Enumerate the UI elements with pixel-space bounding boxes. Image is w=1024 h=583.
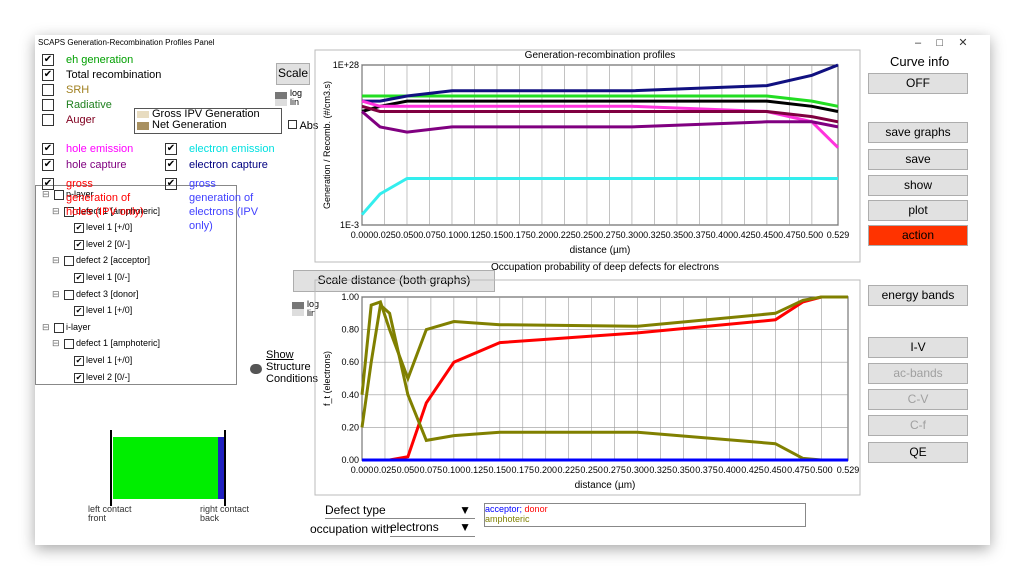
tree-label: level 1 [+/0] xyxy=(86,222,133,233)
expander[interactable]: ⊟ xyxy=(52,255,60,266)
left-contact-label: left contact front xyxy=(88,504,132,523)
defect-type-dropdown[interactable]: Defect type ▼ xyxy=(325,503,475,519)
button[interactable]: save graphs xyxy=(868,122,968,143)
checkbox[interactable]: ✔ xyxy=(165,178,177,190)
tree-label: level 1 [+/0] xyxy=(86,355,133,365)
button[interactable]: I-V xyxy=(868,337,968,358)
text: Structure xyxy=(266,361,311,373)
button[interactable]: save xyxy=(868,149,968,170)
button: C-f xyxy=(868,415,968,436)
tree-label: level 2 [0/-] xyxy=(86,238,131,249)
checkbox[interactable] xyxy=(42,84,54,96)
right-contact-label: right contact back xyxy=(200,504,250,523)
expander[interactable]: ⊟ xyxy=(42,189,50,199)
tree-checkbox[interactable] xyxy=(64,339,74,350)
tree-checkbox[interactable] xyxy=(54,322,64,333)
window-title: SCAPS Generation-Recombination Profiles … xyxy=(38,38,215,47)
abs-checkbox[interactable]: Abs xyxy=(288,120,318,132)
tree-checkbox[interactable]: ✔ xyxy=(74,356,84,366)
tree-label: defect 1 [amphoteric] xyxy=(76,338,161,349)
tree-label: p-layer xyxy=(66,189,94,199)
checkbox[interactable]: ✔ xyxy=(165,143,177,155)
legend-text: Gross IPV Generation xyxy=(152,108,260,120)
checkbox[interactable]: ✔ xyxy=(42,178,54,190)
checkbox[interactable] xyxy=(42,99,54,111)
lin-label: lin xyxy=(307,308,317,318)
checkbox[interactable]: ✔ xyxy=(42,159,54,171)
tree-checkbox[interactable]: ✔ xyxy=(74,306,84,317)
tree-checkbox[interactable]: ✔ xyxy=(74,372,84,383)
expander[interactable]: ⊟ xyxy=(52,205,60,216)
tree-label: defect 2 [acceptor] xyxy=(76,255,151,266)
checkbox[interactable]: ✔ xyxy=(165,159,177,171)
ipv-legend: Gross IPV Generation Net Generation xyxy=(134,108,282,134)
checkbox-label: gross generation of holes (IPV only) xyxy=(66,178,144,218)
tree-label: i-layer xyxy=(66,321,91,332)
log-lin-toggle[interactable] xyxy=(292,302,304,316)
checkbox-label: SRH xyxy=(66,84,90,96)
defect-tree[interactable]: ⊟ p-layer ⊟ defect 1 [amphoteric] ✔ level 1 [… xyxy=(35,185,237,385)
checkbox-label: Auger xyxy=(66,114,96,126)
tree-checkbox[interactable] xyxy=(64,256,74,267)
tree-label: level 1 [+/0] xyxy=(86,305,133,316)
checkbox-label: gross generation of electrons (IPV only) xyxy=(189,178,259,232)
checkbox-label: hole emission xyxy=(66,143,134,155)
button[interactable]: energy bands xyxy=(868,285,968,306)
log-label: log xyxy=(307,299,320,309)
button[interactable]: OFF xyxy=(868,73,968,94)
log-label: log xyxy=(290,88,303,98)
defect-legend: acceptor; donor amphoteric xyxy=(484,503,806,527)
button[interactable]: plot xyxy=(868,200,968,221)
checkbox-label: Total recombination xyxy=(66,69,162,81)
scale-distance-button[interactable]: Scale distance (both graphs) xyxy=(293,270,495,292)
tree-checkbox[interactable] xyxy=(54,190,64,200)
tree-checkbox[interactable]: ✔ xyxy=(74,223,84,234)
checkbox[interactable] xyxy=(42,114,54,126)
structure-toggle[interactable] xyxy=(250,364,262,374)
tree-checkbox[interactable]: ✔ xyxy=(74,239,84,250)
expander[interactable]: ⊟ xyxy=(52,338,60,349)
checkbox-label: eh generation xyxy=(66,54,134,66)
curve-info-label: Curve info xyxy=(890,54,950,69)
tree-checkbox[interactable] xyxy=(64,206,74,217)
right-contact xyxy=(224,430,226,506)
button: ac-bands xyxy=(868,363,968,384)
text: Conditions xyxy=(266,373,318,385)
occupation-label: occupation with xyxy=(310,522,393,536)
button: C-V xyxy=(868,389,968,410)
checkbox-label: electron emission xyxy=(189,143,275,155)
carrier-dropdown[interactable]: electrons ▼ xyxy=(390,520,475,537)
expander[interactable]: ⊟ xyxy=(42,321,50,332)
left-contact xyxy=(110,430,112,506)
window-controls[interactable]: – □ ✕ xyxy=(915,37,968,49)
checkbox[interactable]: ✔ xyxy=(42,54,54,66)
back-layer xyxy=(218,437,224,499)
tree-label: defect 3 [donor] xyxy=(76,288,139,299)
legend-text: Net Generation xyxy=(152,119,227,131)
checkbox-label: hole capture xyxy=(66,159,127,171)
checkbox[interactable]: ✔ xyxy=(42,69,54,81)
tree-checkbox[interactable] xyxy=(64,289,74,300)
log-lin-toggle[interactable] xyxy=(275,92,287,106)
lin-label: lin xyxy=(290,97,300,107)
tree-label: level 1 [0/-] xyxy=(86,272,131,282)
text: Show xyxy=(266,349,294,361)
expander[interactable]: ⊟ xyxy=(52,288,60,299)
checkbox-label: electron capture xyxy=(189,159,268,171)
tree-checkbox[interactable]: ✔ xyxy=(74,273,84,283)
tree-label: level 2 [0/-] xyxy=(86,371,131,382)
scale-button[interactable]: Scale xyxy=(276,63,310,85)
abs-label: Abs xyxy=(299,120,319,132)
button[interactable]: action xyxy=(868,225,968,246)
absorber xyxy=(113,437,218,499)
button[interactable]: QE xyxy=(868,442,968,463)
button[interactable]: show xyxy=(868,175,968,196)
tree-label: defect 1 [amphoteric] xyxy=(76,205,161,216)
checkbox[interactable]: ✔ xyxy=(42,143,54,155)
checkbox-label: Radiative xyxy=(66,99,112,111)
show-structure[interactable]: Show Structure Conditions xyxy=(266,349,318,385)
